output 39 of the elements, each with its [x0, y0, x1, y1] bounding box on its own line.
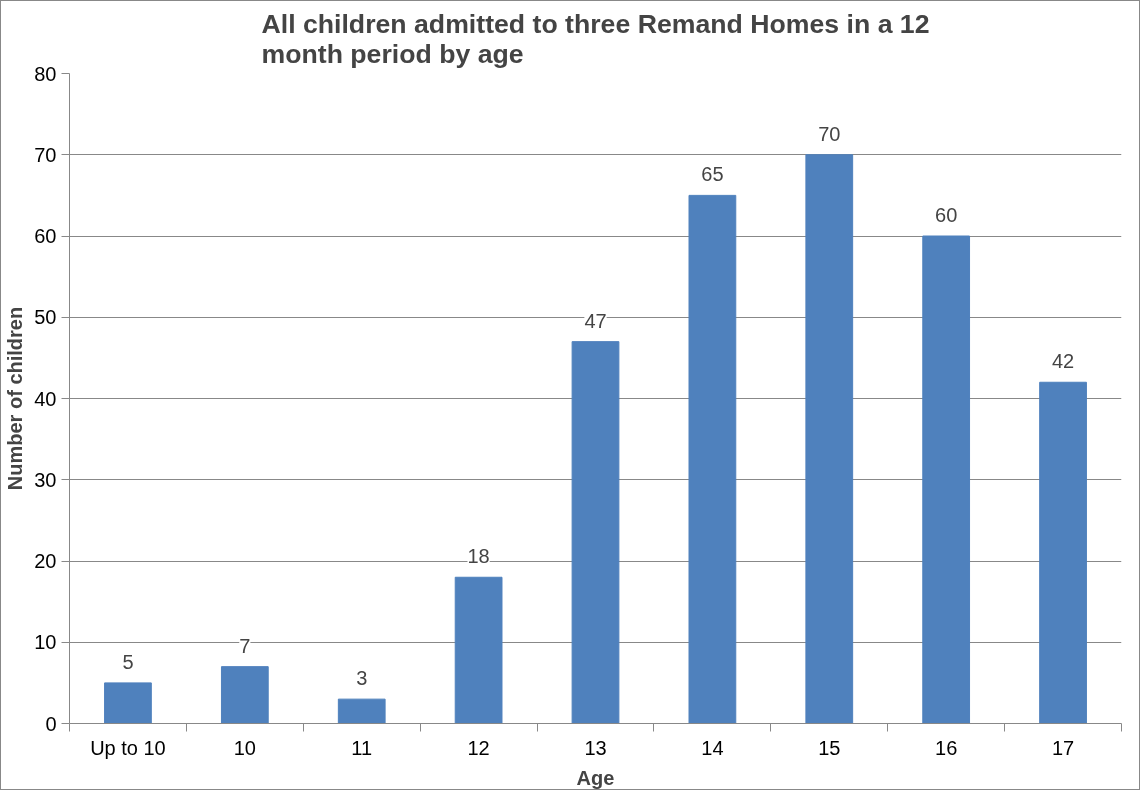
data-label: 7 — [239, 634, 251, 657]
bar — [922, 235, 971, 724]
bar — [571, 341, 620, 724]
data-label: 42 — [1051, 350, 1075, 373]
bar — [220, 666, 269, 724]
chart-title: All children admitted to three Remand Homes in a 12 month period by age — [261, 8, 930, 69]
x-tick-label: 12 — [467, 736, 490, 759]
bar — [104, 682, 152, 724]
x-tick-label: 13 — [584, 736, 607, 759]
y-tick-label: 80 — [34, 62, 57, 85]
x-tick-label: Up to 10 — [90, 736, 166, 759]
x-tick-label: 14 — [701, 736, 724, 759]
bar — [1039, 381, 1087, 724]
y-tick-label: 0 — [45, 712, 57, 735]
data-label: 5 — [122, 650, 134, 673]
bar — [454, 576, 503, 724]
data-label: 47 — [584, 309, 607, 332]
y-tick-label: 70 — [34, 143, 57, 166]
x-tick-label: 10 — [233, 736, 256, 759]
data-label: 3 — [356, 667, 368, 690]
y-tick-label: 60 — [34, 225, 57, 247]
x-tick-label: 15 — [818, 736, 841, 759]
y-axis-title: Number of children — [4, 306, 27, 491]
y-tick-label: 50 — [34, 306, 57, 329]
data-label: 70 — [818, 122, 841, 145]
x-axis-title: Age — [576, 766, 615, 789]
data-label: 65 — [701, 163, 724, 186]
y-tick-label: 30 — [34, 468, 57, 491]
data-label: 18 — [467, 545, 490, 568]
data-label: 60 — [935, 204, 958, 226]
y-tick-label: 10 — [34, 631, 57, 654]
x-tick-label: 16 — [935, 736, 958, 759]
y-tick-label: 40 — [34, 387, 57, 410]
bar — [337, 698, 386, 724]
bar — [805, 154, 854, 724]
y-tick-label: 20 — [34, 550, 57, 572]
x-tick-label: 11 — [351, 736, 373, 759]
x-tick-label: 17 — [1051, 736, 1075, 759]
bar — [688, 194, 737, 724]
